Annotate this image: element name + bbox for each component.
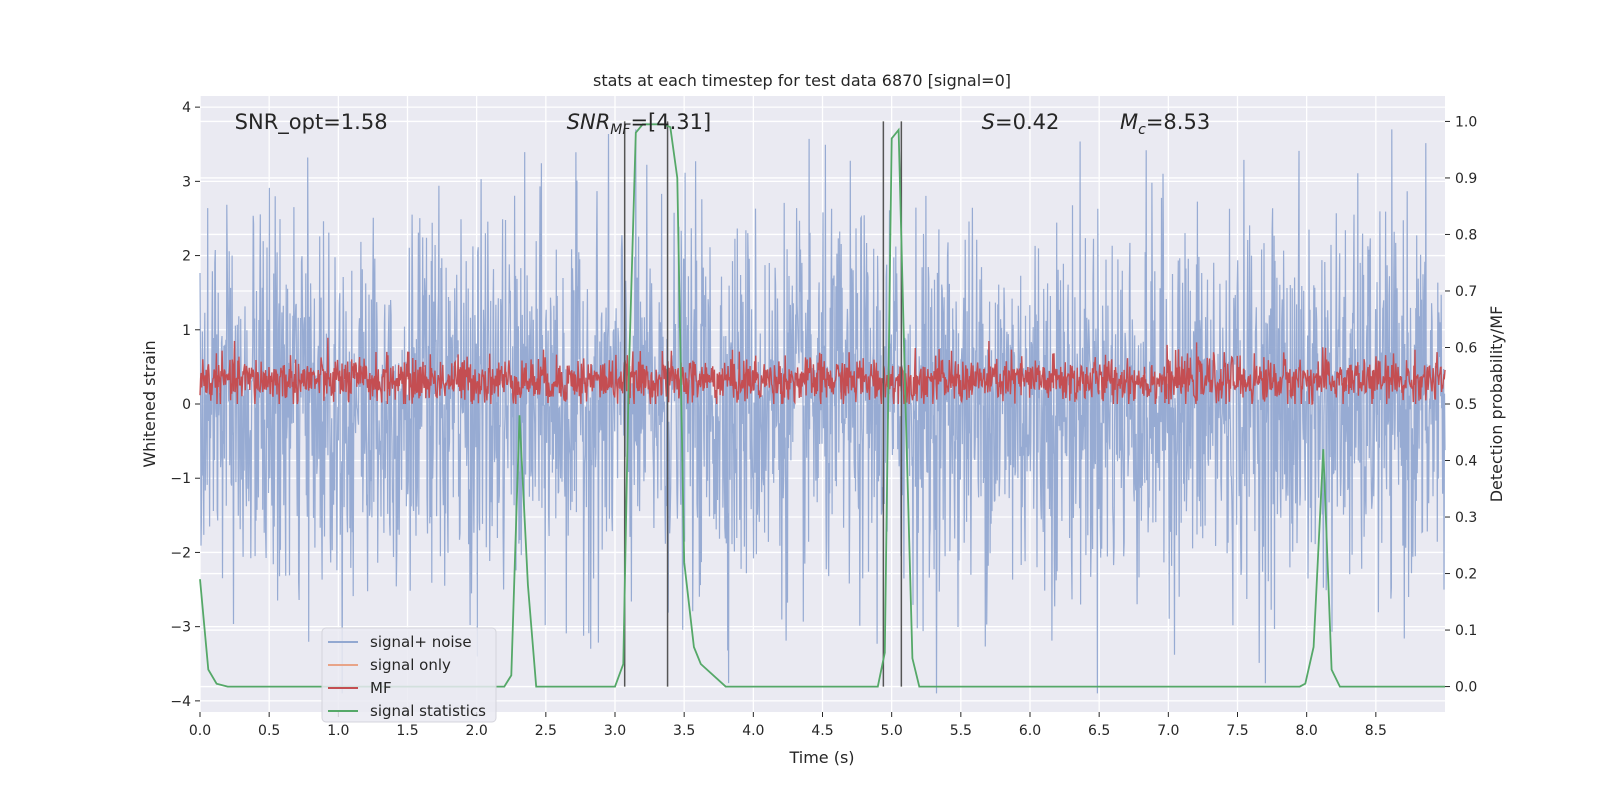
y-tick-label: 1 — [182, 323, 191, 339]
y2-tick-label: 0.8 — [1455, 227, 1477, 243]
x-tick-label: 5.5 — [950, 723, 972, 739]
y2-tick-label: 0.0 — [1455, 680, 1477, 696]
x-tick-label: 0.5 — [258, 723, 280, 739]
legend-label: signal+ noise — [370, 633, 472, 651]
annotation-text: SNR_opt=1.58 — [235, 110, 388, 135]
x-tick-label: 4.0 — [742, 723, 764, 739]
annotation-text: S=0.42 — [982, 110, 1060, 134]
x-axis-label: Time (s) — [788, 748, 854, 767]
y-tick-label: −1 — [170, 471, 191, 487]
signal-noise-line — [199, 129, 1446, 694]
x-tick-label: 3.5 — [673, 723, 695, 739]
x-tick-label: 1.5 — [396, 723, 418, 739]
y-tick-label: 2 — [182, 249, 191, 265]
x-tick-label: 3.0 — [604, 723, 626, 739]
legend-label: signal statistics — [370, 702, 486, 720]
y2-axis-label: Detection probability/MF — [1487, 306, 1506, 503]
y-tick-label: −3 — [170, 620, 191, 636]
x-tick-label: 2.5 — [535, 723, 557, 739]
y-tick-label: −2 — [170, 545, 191, 561]
y2-tick-label: 0.1 — [1455, 623, 1477, 639]
annotation-text: SNRMF=[4.31] — [567, 110, 712, 138]
annotation-text: Mc=8.53 — [1120, 110, 1210, 138]
mf-series — [199, 337, 1446, 406]
x-tick-label: 4.5 — [811, 723, 833, 739]
y-tick-label: −4 — [170, 694, 191, 710]
x-tick-label: 0.0 — [189, 723, 211, 739]
x-tick-label: 5.0 — [881, 723, 903, 739]
y-axis-label: Whitened strain — [140, 340, 159, 467]
mf-line — [199, 337, 1446, 406]
y2-tick-label: 0.9 — [1455, 171, 1477, 187]
signal-statistics-series — [199, 123, 1445, 688]
x-axis-ticks: 0.0 0.5 1.0 1.5 2.0 2.5 3.0 3.5 4.0 4.5 5.0 5.5 6.0 6… — [189, 712, 1387, 739]
x-tick-label: 2.0 — [466, 723, 488, 739]
y2-tick-label: 0.2 — [1455, 567, 1477, 583]
y-axis-ticks: −4 −3 −2 −1 0 1 2 3 4 — [170, 100, 200, 710]
y2-tick-label: 0.6 — [1455, 340, 1477, 356]
y-tick-label: 0 — [182, 397, 191, 413]
x-tick-label: 8.5 — [1365, 723, 1387, 739]
legend-label: MF — [370, 679, 392, 697]
x-tick-label: 6.0 — [1019, 723, 1041, 739]
x-tick-label: 1.0 — [327, 723, 349, 739]
signal-statistics-line — [199, 123, 1445, 688]
y2-axis-ticks: 0.0 0.1 0.2 0.3 0.4 0.5 0.6 0.7 0.8 0.9 1.0 — [1445, 114, 1477, 696]
y2-tick-label: 0.5 — [1455, 397, 1477, 413]
chart-title: stats at each timestep for test data 687… — [593, 71, 1011, 90]
legend-label: signal only — [370, 656, 451, 674]
y2-tick-label: 0.3 — [1455, 510, 1477, 526]
x-tick-label: 8.0 — [1296, 723, 1318, 739]
legend-box — [321, 627, 497, 723]
x-tick-label: 7.0 — [1157, 723, 1179, 739]
y2-tick-label: 0.4 — [1455, 454, 1477, 470]
signal-noise-series — [199, 129, 1446, 694]
x-tick-label: 6.5 — [1088, 723, 1110, 739]
y2-tick-label: 1.0 — [1455, 114, 1477, 130]
vertical-markers — [623, 121, 903, 687]
x-tick-label: 7.5 — [1226, 723, 1248, 739]
annotations: SNR_opt=1.58 SNRMF=[4.31] S=0.42 Mc=8.53 — [235, 110, 1211, 138]
legend: signal+ noise signal only MF signal statist… — [321, 627, 497, 723]
y-tick-label: 4 — [182, 100, 191, 116]
y2-tick-label: 0.7 — [1455, 284, 1477, 300]
y-tick-label: 3 — [182, 174, 191, 190]
